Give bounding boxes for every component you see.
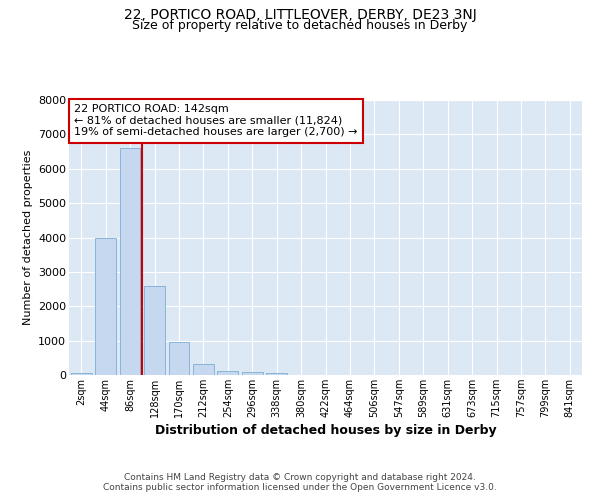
Text: Contains HM Land Registry data © Crown copyright and database right 2024.
Contai: Contains HM Land Registry data © Crown c… [103,473,497,492]
Bar [95,238,116,375]
Bar [266,373,287,375]
Bar [169,342,190,375]
Text: 22 PORTICO ROAD: 142sqm
← 81% of detached houses are smaller (11,824)
19% of sem: 22 PORTICO ROAD: 142sqm ← 81% of detache… [74,104,358,138]
X-axis label: Distribution of detached houses by size in Derby: Distribution of detached houses by size … [155,424,496,437]
Text: 22, PORTICO ROAD, LITTLEOVER, DERBY, DE23 3NJ: 22, PORTICO ROAD, LITTLEOVER, DERBY, DE2… [124,8,476,22]
Bar [217,370,238,375]
Bar [242,372,263,375]
Bar [119,148,140,375]
Bar [144,286,165,375]
Text: Size of property relative to detached houses in Derby: Size of property relative to detached ho… [133,18,467,32]
Y-axis label: Number of detached properties: Number of detached properties [23,150,32,325]
Bar [193,364,214,375]
Bar [71,372,92,375]
